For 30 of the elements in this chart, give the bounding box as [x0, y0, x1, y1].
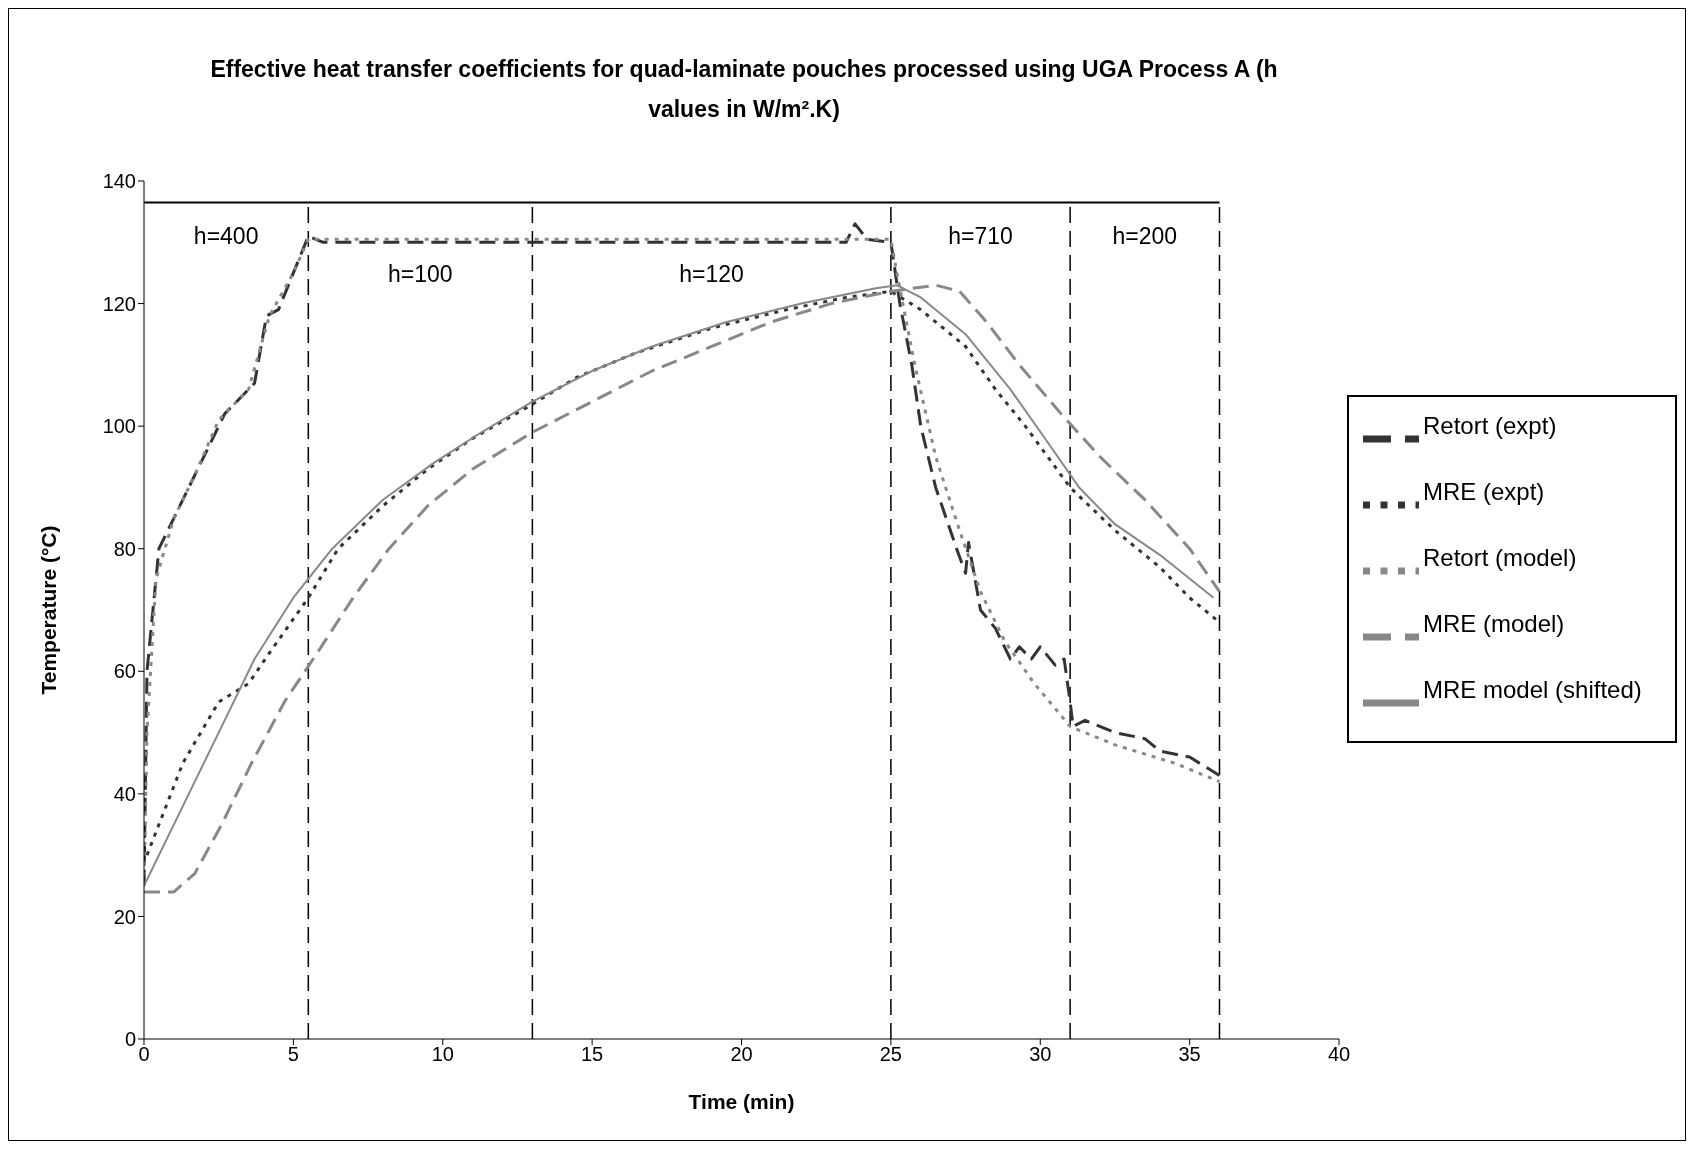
x-tick-label: 30	[1029, 1043, 1052, 1066]
legend-label: MRE model (shifted)	[1423, 675, 1643, 705]
annotation: h=400	[193, 223, 259, 250]
y-tick-label: 60	[113, 660, 136, 683]
legend-label: MRE (expt)	[1423, 477, 1546, 507]
y-tick-label: 140	[102, 170, 136, 193]
y-tick-label: 0	[124, 1028, 136, 1051]
y-tick-label: 100	[102, 415, 136, 438]
annotation: h=200	[1112, 223, 1178, 250]
x-tick-label: 10	[431, 1043, 454, 1066]
legend-label: Retort (expt)	[1423, 411, 1558, 441]
x-tick-label: 40	[1327, 1043, 1351, 1066]
annotation: h=710	[948, 223, 1013, 250]
x-tick-label: 0	[138, 1043, 150, 1066]
x-tick-label: 5	[287, 1043, 299, 1066]
x-tick-label: 35	[1178, 1043, 1201, 1066]
y-axis-title: Temperature (°C)	[37, 525, 61, 695]
x-tick-label: 20	[730, 1043, 753, 1066]
x-axis-title: Time (min)	[688, 1090, 795, 1113]
x-tick-label: 25	[879, 1043, 902, 1066]
legend-label: MRE (model)	[1423, 609, 1566, 639]
x-tick-label: 15	[581, 1043, 604, 1066]
y-tick-label: 80	[113, 537, 136, 560]
annotation: h=120	[679, 260, 744, 287]
y-tick-label: 20	[113, 905, 136, 928]
annotation: h=100	[388, 260, 453, 287]
y-tick-label: 40	[113, 782, 136, 805]
chart-title: Effective heat transfer coefficients for quad-laminate pouches processed using UGA Process A (h values in W/m².K)	[209, 55, 1279, 124]
legend-label: Retort (model)	[1423, 543, 1578, 573]
y-tick-label: 120	[102, 292, 136, 315]
